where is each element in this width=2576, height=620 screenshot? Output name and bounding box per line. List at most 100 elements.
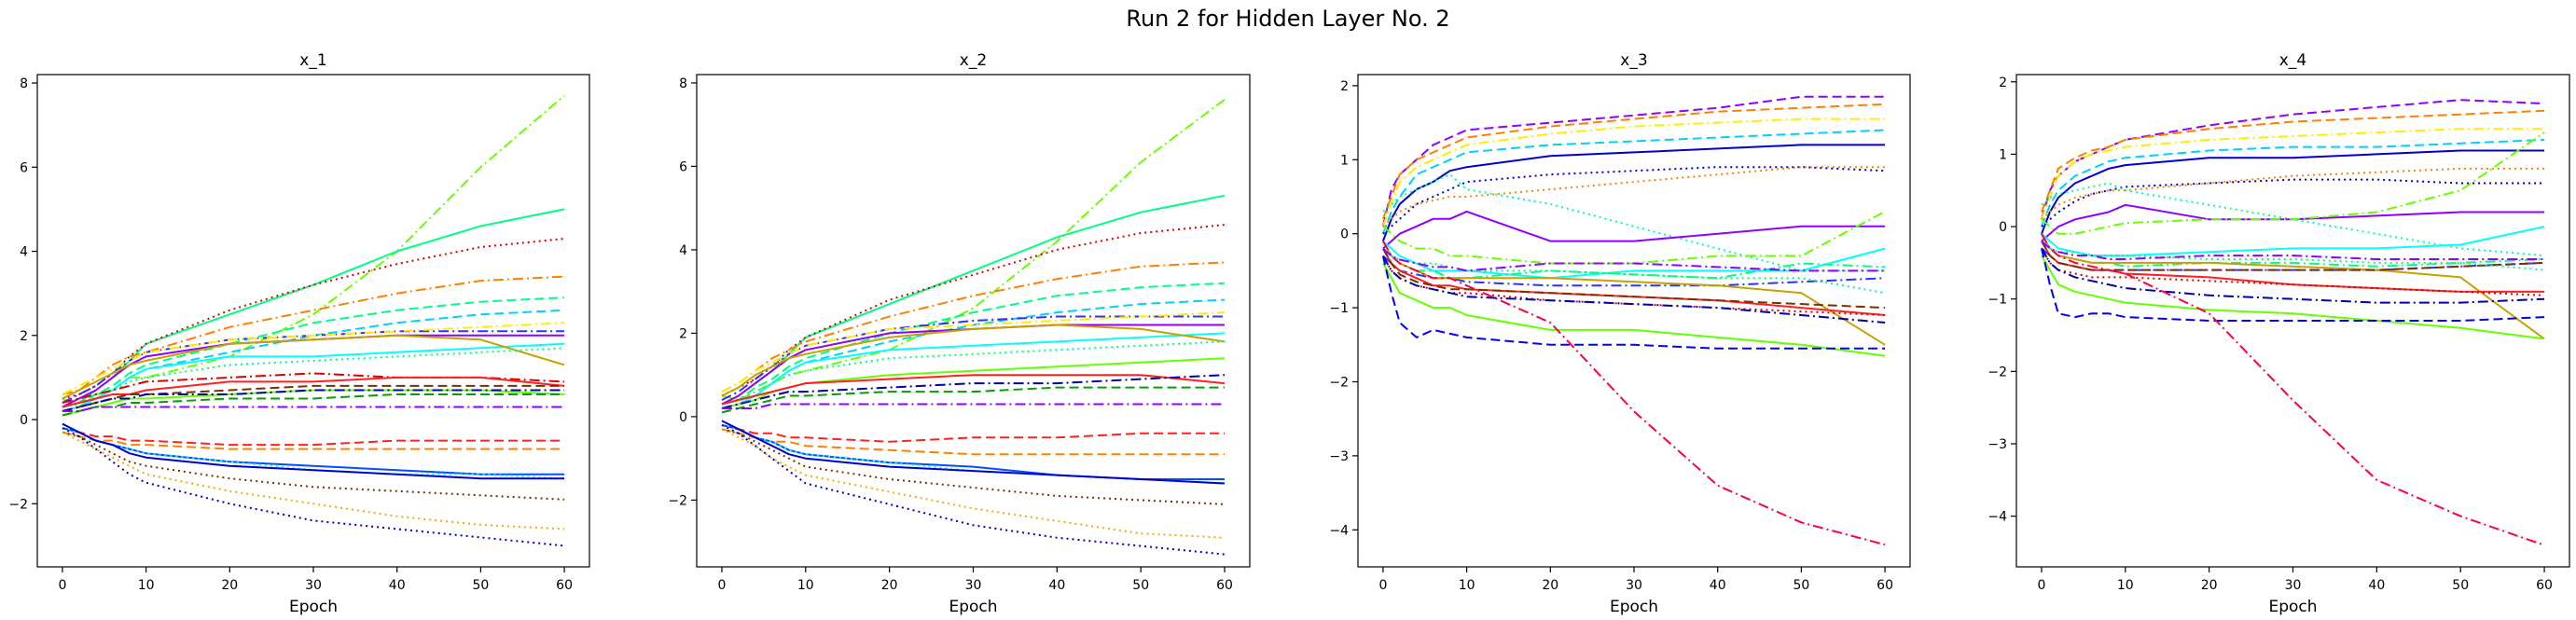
y-tick-label: 1: [1340, 153, 1349, 168]
series-line-18: [2041, 247, 2545, 304]
series-line-6: [1382, 166, 1886, 235]
series-group: [62, 94, 565, 547]
y-tick-label: −2: [1987, 365, 2007, 379]
series-line-23: [2041, 240, 2544, 260]
series-line-5: [1381, 144, 1886, 241]
series-line-4: [1381, 129, 1886, 235]
series-line-17: [2041, 241, 2545, 271]
series-line-18: [1382, 255, 1886, 324]
series-line-9: [721, 332, 1226, 409]
series-line-13: [62, 372, 565, 404]
series-line-16: [721, 386, 1225, 414]
series-line-24: [62, 422, 565, 480]
y-tick-label: −1: [1329, 301, 1349, 316]
x-tick-label: 40: [1710, 578, 1726, 593]
x-tick-label: 50: [472, 578, 489, 593]
series-line-11: [721, 324, 1226, 397]
series-line-9: [2041, 203, 2544, 242]
series-line-4: [2041, 138, 2545, 227]
y-tick-label: 4: [679, 243, 687, 258]
y-tick-label: 2: [1999, 76, 2007, 90]
subplot-4: 0 10 20 30 40 50 60 −4 −3 −2 −1 0 1 2 x_4 Epoch: [1987, 51, 2570, 616]
series-line-3: [62, 238, 565, 400]
y-tick-label: 2: [20, 329, 28, 344]
series-line-20: [2041, 248, 2545, 322]
x-tick-label: 60: [1877, 578, 1893, 593]
series-line-23: [721, 428, 1226, 505]
series-line-1: [2041, 99, 2545, 220]
x-tick-label: 30: [1626, 578, 1642, 593]
x-axis-label: Epoch: [2268, 598, 2317, 616]
y-tick-label: −2: [1329, 376, 1349, 391]
series-line-11: [2041, 226, 2545, 257]
series-line-10: [1382, 211, 1886, 265]
series-line-19: [2041, 255, 2545, 340]
x-tick-label: 0: [2037, 578, 2045, 593]
y-tick-label: 2: [679, 326, 687, 341]
series-line-8: [62, 334, 565, 408]
series-line-24: [721, 428, 1226, 539]
axes-frame: [36, 74, 590, 568]
series-line-17: [722, 403, 1225, 409]
y-tick-label: −3: [1329, 449, 1349, 464]
y-tick-label: −3: [1987, 437, 2007, 452]
series-line-11: [62, 334, 565, 400]
series-line-2: [1381, 103, 1886, 220]
series-line-18: [62, 393, 565, 417]
x-tick-label: 20: [221, 578, 238, 593]
series-line-21: [2041, 233, 2545, 546]
series-line-15: [721, 374, 1226, 409]
x-tick-label: 30: [305, 578, 322, 593]
series-line-2: [2041, 109, 2545, 213]
x-axis-label: Epoch: [289, 598, 338, 616]
x-tick-label: 50: [2452, 578, 2469, 593]
series-group: [1381, 95, 1886, 546]
series-line-15: [2041, 241, 2544, 293]
series-line-7: [1382, 166, 1886, 227]
x-tick-label: 30: [965, 578, 982, 593]
series-line-8: [721, 324, 1225, 406]
subplot-1: 0 10 20 30 40 50 60 −2 0 2 4 6 8 x_1 Epoch: [8, 51, 590, 616]
series-line-8: [2041, 182, 2545, 257]
x-tick-label: 0: [717, 578, 726, 593]
series-line-14: [62, 376, 565, 408]
series-group: [721, 98, 1226, 556]
series-group: [2041, 99, 2545, 546]
series-line-19: [62, 406, 565, 412]
x-tick-label: 0: [58, 578, 66, 593]
series-line-1: [1381, 95, 1886, 227]
x-tick-label: 60: [2536, 578, 2553, 593]
series-line-22: [2041, 240, 2545, 271]
series-line-10: [2041, 131, 2545, 235]
x-tick-label: 20: [881, 578, 898, 593]
series-line-22: [721, 420, 1226, 485]
x-tick-label: 10: [797, 578, 814, 593]
series-line-9: [62, 342, 565, 412]
series-line-5: [721, 282, 1226, 406]
y-tick-label: 4: [20, 245, 28, 260]
series-line-9: [1382, 210, 1886, 250]
x-tick-label: 0: [1378, 578, 1387, 593]
subplot-title: x_2: [960, 51, 987, 70]
series-line-3: [1381, 117, 1886, 227]
series-line-1: [62, 94, 565, 408]
x-tick-label: 10: [1459, 578, 1475, 593]
series-line-20: [62, 427, 565, 447]
series-line-19: [721, 428, 1225, 456]
y-tick-label: −2: [668, 493, 687, 508]
x-tick-label: 10: [138, 578, 155, 593]
series-line-11: [1382, 240, 1886, 280]
x-tick-label: 10: [2117, 578, 2134, 593]
series-line-3: [2041, 128, 2544, 220]
x-tick-label: 30: [2285, 578, 2302, 593]
x-axis-label: Epoch: [1610, 598, 1658, 616]
y-tick-label: 8: [679, 76, 687, 91]
y-tick-label: 0: [20, 413, 28, 428]
series-line-18: [721, 423, 1225, 443]
series-line-7: [721, 315, 1225, 401]
series-line-4: [62, 275, 565, 395]
y-tick-label: −1: [1987, 293, 2007, 308]
subplot-3: 0 10 20 30 40 50 60 −4 −3 −2 −1 0 1 2 x_3 Epoch: [1329, 51, 1911, 616]
